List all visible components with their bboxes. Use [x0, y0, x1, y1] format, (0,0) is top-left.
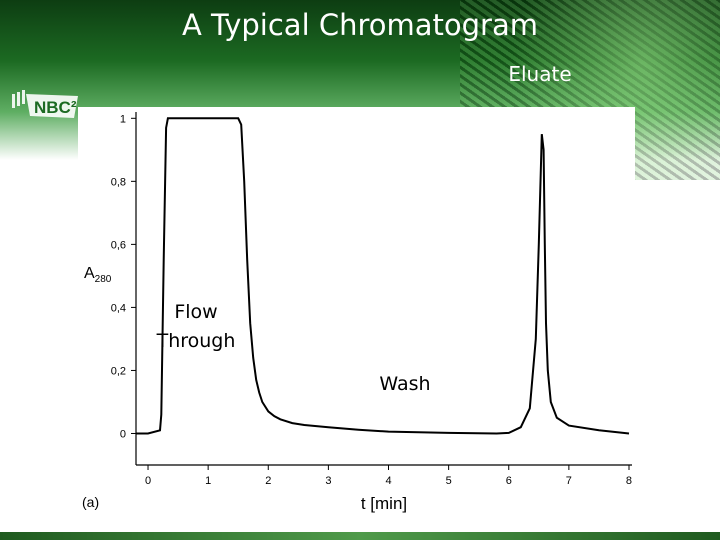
x-tick-label: 4	[385, 475, 391, 487]
y-tick-label: 1	[120, 113, 126, 125]
y-tick-label: 0	[120, 428, 126, 440]
y-tick-label: 0,8	[111, 176, 126, 188]
x-tick-label: 8	[626, 475, 632, 487]
x-tick-label: 7	[566, 475, 572, 487]
wash-label: Wash	[379, 373, 431, 395]
y-axis-label: A280	[84, 265, 112, 285]
y-tick-label: 0,4	[111, 302, 126, 314]
footer-bar	[0, 532, 720, 540]
x-tick-label: 6	[506, 475, 512, 487]
eluate-label: Eluate	[508, 62, 572, 86]
y-tick-label: 0,6	[111, 239, 126, 251]
x-tick-label: 1	[205, 475, 211, 487]
absorbance-trace	[136, 117, 630, 435]
slide-title: A Typical Chromatogram	[181, 8, 538, 42]
x-tick-label: 0	[145, 475, 151, 487]
nbc2-logo: NBC²	[12, 90, 78, 118]
flow-through-label: Flow Through	[156, 301, 236, 352]
svg-text:NBC²: NBC²	[34, 98, 77, 117]
chart-area	[78, 107, 635, 528]
panel-label: (a)	[82, 494, 99, 510]
x-tick-label: 2	[265, 475, 271, 487]
x-tick-label: 3	[325, 475, 331, 487]
y-tick-label: 0,2	[111, 365, 126, 377]
x-axis-label: t [min]	[361, 494, 407, 513]
x-tick-label: 5	[446, 475, 452, 487]
